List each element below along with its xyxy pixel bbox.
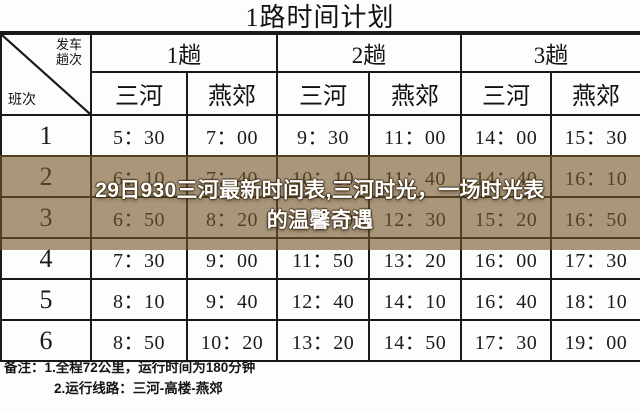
time-cell: 14：10 [368,278,462,321]
group-header-2: 2趟 [276,33,462,73]
time-cell: 16：00 [460,237,552,280]
time-cell: 11：00 [276,196,370,239]
corner-label-service: 班次 [8,93,36,108]
group-header-row: 发车趟次 班次 1趟 2趟 3趟 [0,33,640,116]
column-header-yanjiao-3: 燕郊 [550,71,640,116]
column-header-yanjiao-1: 燕郊 [186,71,278,116]
time-cell: 15：20 [460,196,552,239]
note-line-2: 2.运行线路：三河-高楼-燕郊 [54,380,223,396]
time-cell: 17：30 [550,237,640,280]
time-cell: 19：00 [550,319,640,362]
time-cell: 13：20 [276,319,370,362]
column-header-sanhe-1: 三河 [90,71,188,116]
corner-label-departures: 发车趟次 [55,37,82,67]
diagonal-split-line-icon [3,36,89,113]
column-header-yanjiao-2: 燕郊 [368,71,462,116]
table-row: 6 8：50 10：20 13：20 14：50 17：30 19：00 [0,319,640,362]
column-header-sanhe-2: 三河 [276,71,370,116]
time-cell: 8：10 [90,278,188,321]
time-cell: 9：40 [186,278,278,321]
time-cell: 15：30 [550,114,640,157]
time-cell: 9：00 [186,237,278,280]
time-cell: 14：00 [460,114,552,157]
row-number: 5 [0,278,92,321]
time-cell: 11：50 [276,237,370,280]
table-row: 5 8：10 9：40 12：40 14：10 16：40 18：10 [0,278,640,321]
time-cell: 13：20 [368,237,462,280]
time-cell: 16：40 [460,278,552,321]
timetable: 发车趟次 班次 1趟 2趟 3趟 三河 燕郊 三河 燕郊 三河 燕郊 1 5：3… [0,33,640,362]
corner-header-cell: 发车趟次 班次 [0,33,92,116]
time-cell: 6：10 [90,155,188,198]
note-line-1: 备注：1.全程72公里，运行时间为180分钟 [4,360,256,375]
table-row: 3 6：50 8：20 11：00 12：30 15：20 16：50 [0,196,640,239]
time-cell: 11：00 [368,114,462,157]
time-cell: 7：40 [186,155,278,198]
table-row: 4 7：30 9：00 11：50 13：20 16：00 17：30 [0,237,640,280]
time-cell: 8：20 [186,196,278,239]
time-cell: 12：40 [276,278,370,321]
sheet-title-row: 1路时间计划 [0,0,640,33]
time-cell: 9：30 [276,114,370,157]
column-header-sanhe-3: 三河 [460,71,552,116]
row-number: 4 [0,237,92,280]
row-number: 1 [0,114,92,157]
page-title: 1路时间计划 [245,3,395,32]
time-cell: 14：40 [460,155,552,198]
time-cell: 5：30 [90,114,188,157]
table-row: 2 6：10 7：40 10：10 11：40 14：40 16：10 [0,155,640,198]
row-number: 6 [0,319,92,362]
time-cell: 8：50 [90,319,188,362]
time-cell: 12：30 [368,196,462,239]
row-number: 2 [0,155,92,198]
time-cell: 16：10 [550,155,640,198]
group-header-1: 1趟 [90,33,278,73]
time-cell: 7：00 [186,114,278,157]
time-cell: 17：30 [460,319,552,362]
time-cell: 10：20 [186,319,278,362]
time-cell: 10：10 [276,155,370,198]
time-cell: 16：50 [550,196,640,239]
time-cell: 18：10 [550,278,640,321]
group-header-3: 3趟 [460,33,640,73]
table-row: 1 5：30 7：00 9：30 11：00 14：00 15：30 [0,114,640,157]
time-cell: 11：40 [368,155,462,198]
time-cell: 6：50 [90,196,188,239]
time-cell: 7：30 [90,237,188,280]
row-number: 3 [0,196,92,239]
time-cell: 14：50 [368,319,462,362]
column-header-row: 三河 燕郊 三河 燕郊 三河 燕郊 [1,71,640,116]
footer-notes: 备注：1.全程72公里，运行时间为180分钟 2.运行线路：三河-高楼-燕郊 [4,358,634,399]
